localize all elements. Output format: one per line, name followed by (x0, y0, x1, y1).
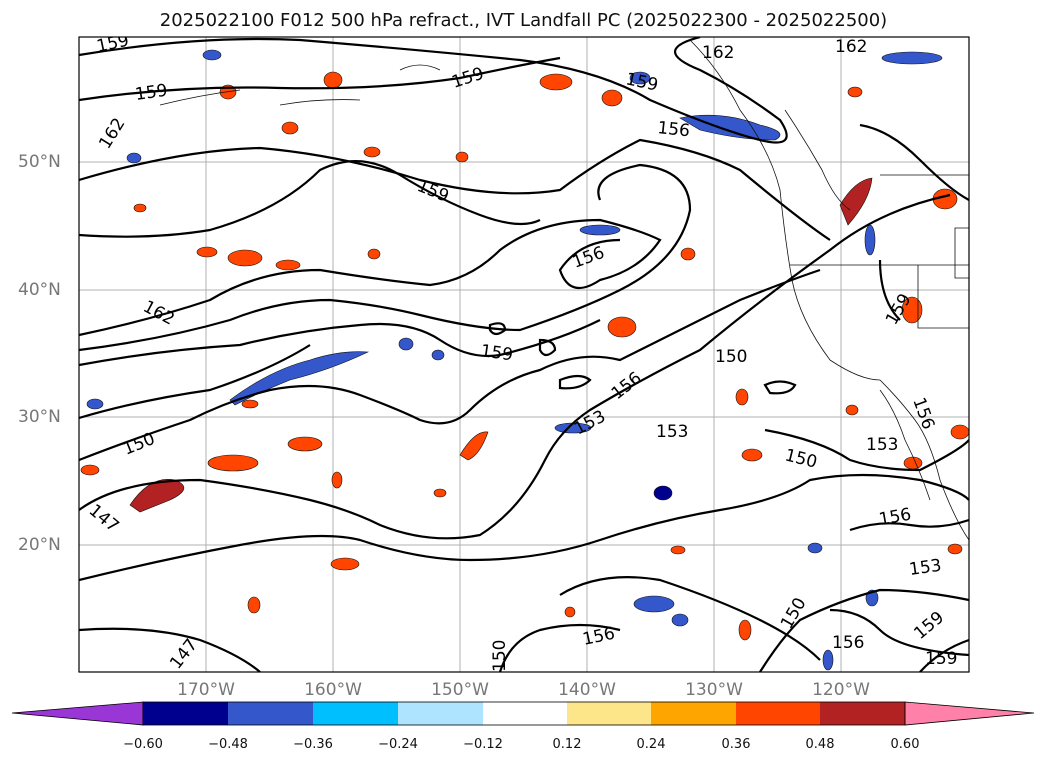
contour-label: 153 (656, 422, 688, 442)
colorbar-segment (483, 702, 567, 725)
contour-label: 156 (877, 505, 912, 530)
colorbar-segment (567, 702, 651, 725)
contour-label: 159 (624, 69, 660, 95)
contour-label: 159 (134, 81, 169, 105)
contour-label: 162 (835, 37, 867, 57)
colorbar-segment (398, 702, 483, 725)
colorbar-low-extension (11, 701, 144, 726)
colorbar-tick: −0.24 (378, 737, 418, 752)
lat-label: 50°N (18, 152, 61, 172)
lon-label: 160°W (304, 680, 362, 700)
colorbar-tick: −0.36 (293, 737, 333, 752)
colorbar-high-extension (904, 701, 1035, 726)
contour-label: 150 (777, 594, 811, 632)
contour-label-group: 159 159 159 162 162 162 159 156 159 156 … (85, 31, 958, 673)
colorbar-tick: −0.12 (463, 737, 503, 752)
colorbar-tick: 0.24 (636, 737, 666, 752)
colorbar-segment (313, 702, 398, 725)
contour-label: 156 (832, 633, 864, 653)
colorbar-segment (143, 702, 228, 725)
colorbar-tick: 0.60 (890, 737, 920, 752)
colorbar-frame (142, 701, 906, 726)
coastlines (159, 39, 969, 541)
contour-label: 159 (95, 31, 131, 57)
lat-label: 40°N (18, 280, 61, 300)
contour-label: 159 (449, 64, 486, 93)
lon-label: 140°W (558, 680, 616, 700)
contour-label: 156 (570, 243, 607, 273)
colorbar-tick: 0.12 (552, 737, 582, 752)
lat-label: 30°N (18, 407, 61, 427)
gridlines (79, 37, 969, 672)
refractivity-patches (80, 49, 969, 671)
lat-label: 20°N (18, 535, 61, 555)
lon-label: 130°W (685, 680, 743, 700)
contour-label: 156 (608, 368, 646, 404)
lon-label: 150°W (431, 680, 489, 700)
contour-label: 150 (783, 445, 819, 472)
contour-label: 162 (140, 297, 178, 330)
contour-label: 153 (571, 407, 609, 440)
colorbar-segment (736, 702, 820, 725)
contour-label: 159 (479, 341, 514, 365)
contour-label: 156 (908, 395, 938, 432)
contour-label: 159 (925, 649, 957, 669)
colorbar-segment (651, 702, 736, 725)
contour-label: 150 (715, 347, 747, 367)
contour-label: 147 (166, 635, 202, 673)
contour-label: 159 (414, 176, 452, 207)
contour-label: 159 (910, 608, 948, 644)
colorbar-segment (820, 702, 905, 725)
colorbar-tick: −0.48 (208, 737, 248, 752)
contour-lines (79, 37, 969, 672)
contour-label: 162 (702, 43, 734, 63)
contour-label: 153 (908, 556, 943, 580)
contour-label: 156 (656, 118, 690, 141)
contour-label: 156 (581, 624, 617, 650)
map-frame (78, 36, 970, 673)
colorbar-tick: 0.36 (721, 737, 751, 752)
contour-label: 162 (95, 115, 129, 153)
contour-label: 150 (490, 640, 510, 672)
colorbar-segment (228, 702, 313, 725)
colorbar-tick: −0.60 (123, 737, 163, 752)
contour-label: 147 (85, 501, 123, 537)
colorbar-tick: 0.48 (805, 737, 835, 752)
contour-label: 153 (866, 435, 898, 455)
lon-label: 170°W (177, 680, 235, 700)
colorbar (11, 701, 1035, 726)
map-title: 2025022100 F012 500 hPa refract., IVT La… (159, 10, 888, 31)
contour-label: 150 (120, 429, 158, 460)
lon-label: 120°W (812, 680, 870, 700)
